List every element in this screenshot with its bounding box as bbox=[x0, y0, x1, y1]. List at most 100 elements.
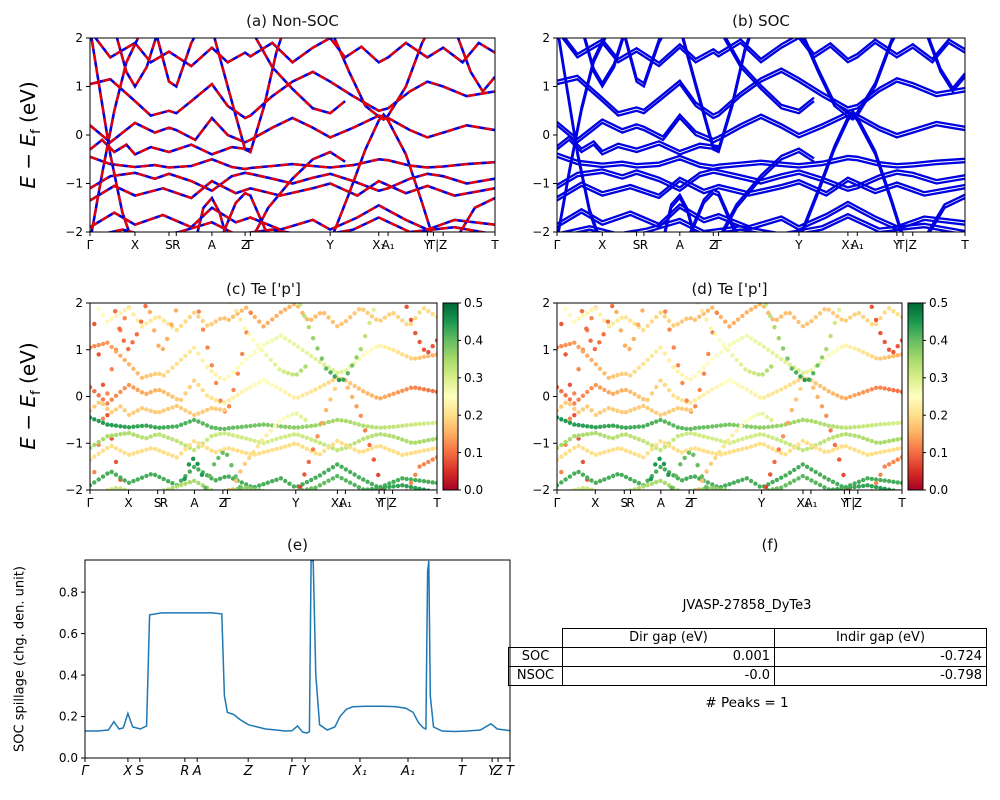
svg-text:0.8: 0.8 bbox=[59, 585, 78, 599]
svg-text:R: R bbox=[180, 764, 189, 779]
svg-text:0.3: 0.3 bbox=[929, 371, 948, 385]
svg-text:Y: Y bbox=[291, 496, 300, 510]
svg-text:Y: Y bbox=[757, 496, 766, 510]
plot-area bbox=[90, 303, 437, 490]
svg-text:0.2: 0.2 bbox=[464, 408, 483, 422]
svg-text:T: T bbox=[458, 764, 467, 779]
svg-text:R: R bbox=[640, 238, 648, 252]
svg-text:0.6: 0.6 bbox=[59, 627, 78, 641]
indir-gap-header: Indir gap (eV) bbox=[774, 628, 987, 648]
svg-text:A: A bbox=[676, 238, 685, 252]
svg-text:T|: T| bbox=[896, 238, 908, 252]
svg-text:R: R bbox=[160, 496, 168, 510]
dir-gap-header: Dir gap (eV) bbox=[562, 628, 775, 648]
svg-text:Γ: Γ bbox=[554, 238, 561, 252]
svg-text:0.0: 0.0 bbox=[464, 483, 483, 497]
svg-text:Y: Y bbox=[840, 496, 849, 510]
svg-text:0.5: 0.5 bbox=[929, 296, 948, 310]
svg-text:Γ: Γ bbox=[87, 496, 94, 510]
panel-d-title: (d) Te ['p'] bbox=[691, 280, 768, 298]
svg-text:0: 0 bbox=[542, 390, 550, 404]
svg-text:0.3: 0.3 bbox=[464, 371, 483, 385]
svg-text:Z: Z bbox=[854, 496, 862, 510]
svg-text:A₁: A₁ bbox=[804, 496, 817, 510]
svg-text:X: X bbox=[122, 764, 133, 779]
svg-text:Γ: Γ bbox=[288, 764, 297, 779]
peaks-count: # Peaks = 1 bbox=[705, 695, 789, 711]
svg-text:T|: T| bbox=[378, 496, 390, 510]
svg-text:S: S bbox=[154, 496, 162, 510]
svg-text:T: T bbox=[897, 496, 906, 510]
plot-area bbox=[90, 38, 495, 232]
svg-text:2: 2 bbox=[542, 296, 550, 310]
svg-text:X₁: X₁ bbox=[352, 764, 367, 779]
svg-text:Y: Y bbox=[892, 238, 901, 252]
colorbar bbox=[442, 302, 459, 491]
svg-text:A: A bbox=[192, 764, 202, 779]
svg-text:Z: Z bbox=[241, 238, 249, 252]
svg-text:A₁: A₁ bbox=[851, 238, 864, 252]
svg-text:Γ: Γ bbox=[81, 764, 90, 779]
panel-a-title: (a) Non-SOC bbox=[246, 12, 339, 30]
colorbar bbox=[907, 302, 924, 491]
svg-text:S: S bbox=[165, 238, 173, 252]
svg-text:T: T bbox=[490, 238, 499, 252]
svg-text:−1: −1 bbox=[532, 436, 550, 450]
svg-text:0.1: 0.1 bbox=[929, 446, 948, 460]
svg-text:Z: Z bbox=[243, 764, 254, 779]
gap-table: Dir gap (eV) Indir gap (eV) SOC 0.001 -0… bbox=[508, 628, 987, 686]
svg-text:1: 1 bbox=[542, 343, 550, 357]
table-header-row: Dir gap (eV) Indir gap (eV) bbox=[509, 628, 987, 648]
panel-b-title: (b) SOC bbox=[732, 12, 790, 30]
svg-text:Z: Z bbox=[439, 238, 447, 252]
svg-text:A: A bbox=[657, 496, 666, 510]
panel-f-title: (f) bbox=[761, 536, 779, 554]
svg-text:A₁: A₁ bbox=[339, 496, 352, 510]
row-label-soc: SOC bbox=[508, 647, 563, 667]
svg-text:Γ: Γ bbox=[715, 238, 722, 252]
svg-text:−1: −1 bbox=[532, 177, 550, 191]
svg-text:0.2: 0.2 bbox=[59, 710, 78, 724]
table-row-nsoc: NSOC -0.0 -0.798 bbox=[508, 666, 987, 686]
svg-text:Y: Y bbox=[794, 238, 803, 252]
svg-text:Γ: Γ bbox=[224, 496, 231, 510]
panel-e-title: (e) bbox=[287, 536, 308, 554]
svg-text:0: 0 bbox=[75, 128, 83, 142]
svg-text:X₁: X₁ bbox=[372, 238, 385, 252]
svg-text:X₁: X₁ bbox=[796, 496, 809, 510]
svg-text:Z: Z bbox=[909, 238, 917, 252]
spillage-line bbox=[85, 560, 510, 734]
svg-text:2: 2 bbox=[75, 31, 83, 45]
table-corner-cell bbox=[509, 629, 563, 648]
svg-text:−2: −2 bbox=[65, 225, 83, 239]
svg-text:R: R bbox=[172, 238, 180, 252]
nsoc-dir-gap-value: -0.0 bbox=[562, 666, 775, 686]
svg-text:0.0: 0.0 bbox=[929, 483, 948, 497]
svg-text:A₁: A₁ bbox=[400, 764, 415, 779]
svg-text:X: X bbox=[598, 238, 606, 252]
plot-area bbox=[557, 303, 902, 490]
material-id: JVASP-27858_DyTe3 bbox=[682, 598, 812, 613]
svg-text:X₁: X₁ bbox=[331, 496, 344, 510]
svg-text:0.4: 0.4 bbox=[929, 334, 948, 348]
svg-text:Γ: Γ bbox=[690, 496, 697, 510]
svg-text:A: A bbox=[190, 496, 199, 510]
svg-text:−1: −1 bbox=[65, 436, 83, 450]
svg-text:1: 1 bbox=[75, 80, 83, 94]
svg-text:−2: −2 bbox=[532, 225, 550, 239]
svg-text:0.2: 0.2 bbox=[929, 408, 948, 422]
svg-text:Y: Y bbox=[423, 238, 432, 252]
svg-text:Y: Y bbox=[374, 496, 383, 510]
svg-text:T|: T| bbox=[427, 238, 439, 252]
svg-text:Z: Z bbox=[709, 238, 717, 252]
svg-text:T: T bbox=[432, 496, 441, 510]
svg-text:Γ: Γ bbox=[247, 238, 254, 252]
svg-text:Y: Y bbox=[325, 238, 334, 252]
svg-text:X: X bbox=[124, 496, 132, 510]
svg-text:T: T bbox=[960, 238, 969, 252]
